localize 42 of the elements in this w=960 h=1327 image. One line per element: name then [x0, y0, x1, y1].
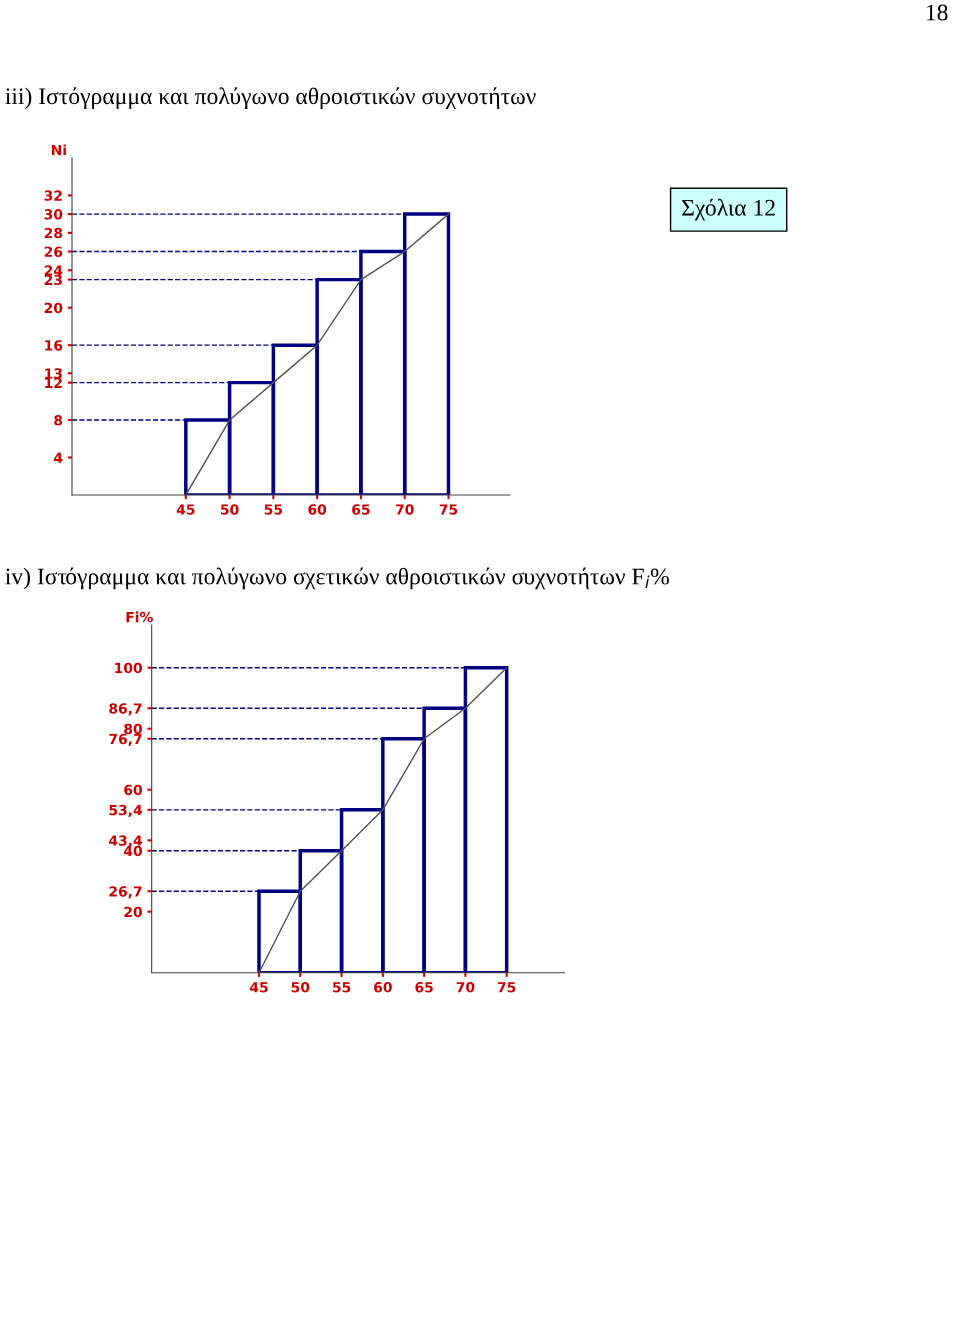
- y-tick-label: 26,7: [109, 886, 142, 899]
- x-tick-label: 60: [308, 504, 327, 515]
- y-axis-title: Ni: [51, 144, 66, 156]
- y-tick-label: 43,4: [109, 835, 143, 848]
- chart-title: iv) Ιστόγραμμα και πολύγωνο σχετικών αθροιστικών συχνοτήτων F$_{i}$%: [5, 567, 669, 590]
- y-tick-label: 28: [44, 227, 63, 239]
- y-tick-label: 23: [44, 274, 62, 286]
- x-tick-label: 65: [352, 504, 370, 515]
- chart-title: iii) Ιστόγραμμα και πολύγωνο αθροιστικών συχνοτήτων: [5, 87, 536, 110]
- y-tick-label: 8: [54, 415, 63, 426]
- y-tick-label: 12: [45, 377, 62, 388]
- x-tick-label: 75: [439, 504, 458, 515]
- x-tick-label: 45: [249, 982, 268, 993]
- text: Σχόλια 12: [682, 198, 775, 221]
- y-tick-label: 76,7: [109, 733, 142, 747]
- y-tick-label: 4: [53, 452, 63, 463]
- y-tick-label: 16: [45, 340, 63, 351]
- y-tick-label: 30: [44, 209, 63, 220]
- y-tick-label: 60: [124, 784, 142, 796]
- y-tick-label: 26: [44, 246, 63, 258]
- line-series: [258, 667, 508, 973]
- y-axis-title: Fi%: [126, 611, 153, 623]
- x-tick-label: 55: [332, 982, 351, 993]
- x-tick-label: 55: [264, 504, 283, 515]
- y-tick-label: 100: [115, 662, 142, 674]
- y-tick-label: 86,7: [109, 703, 142, 716]
- x-tick-label: 75: [497, 982, 516, 993]
- x-tick-label: 60: [374, 981, 392, 993]
- x-tick-label: 50: [221, 504, 239, 515]
- x-tick-label: 50: [291, 981, 310, 993]
- y-tick-label: 53,4: [109, 804, 143, 818]
- y-tick-label: 20: [44, 302, 63, 314]
- y-tick-label: 32: [44, 190, 62, 201]
- y-tick-label: 80: [124, 723, 142, 735]
- y-tick-label: 20: [124, 906, 142, 918]
- line-series: [185, 213, 450, 495]
- x-tick-label: 70: [395, 504, 414, 515]
- x-tick-label: 70: [456, 981, 475, 993]
- text: 18: [926, 4, 948, 21]
- y-tick-label: 40: [123, 845, 142, 857]
- x-tick-label: 45: [176, 504, 195, 515]
- x-tick-label: 65: [415, 981, 433, 993]
